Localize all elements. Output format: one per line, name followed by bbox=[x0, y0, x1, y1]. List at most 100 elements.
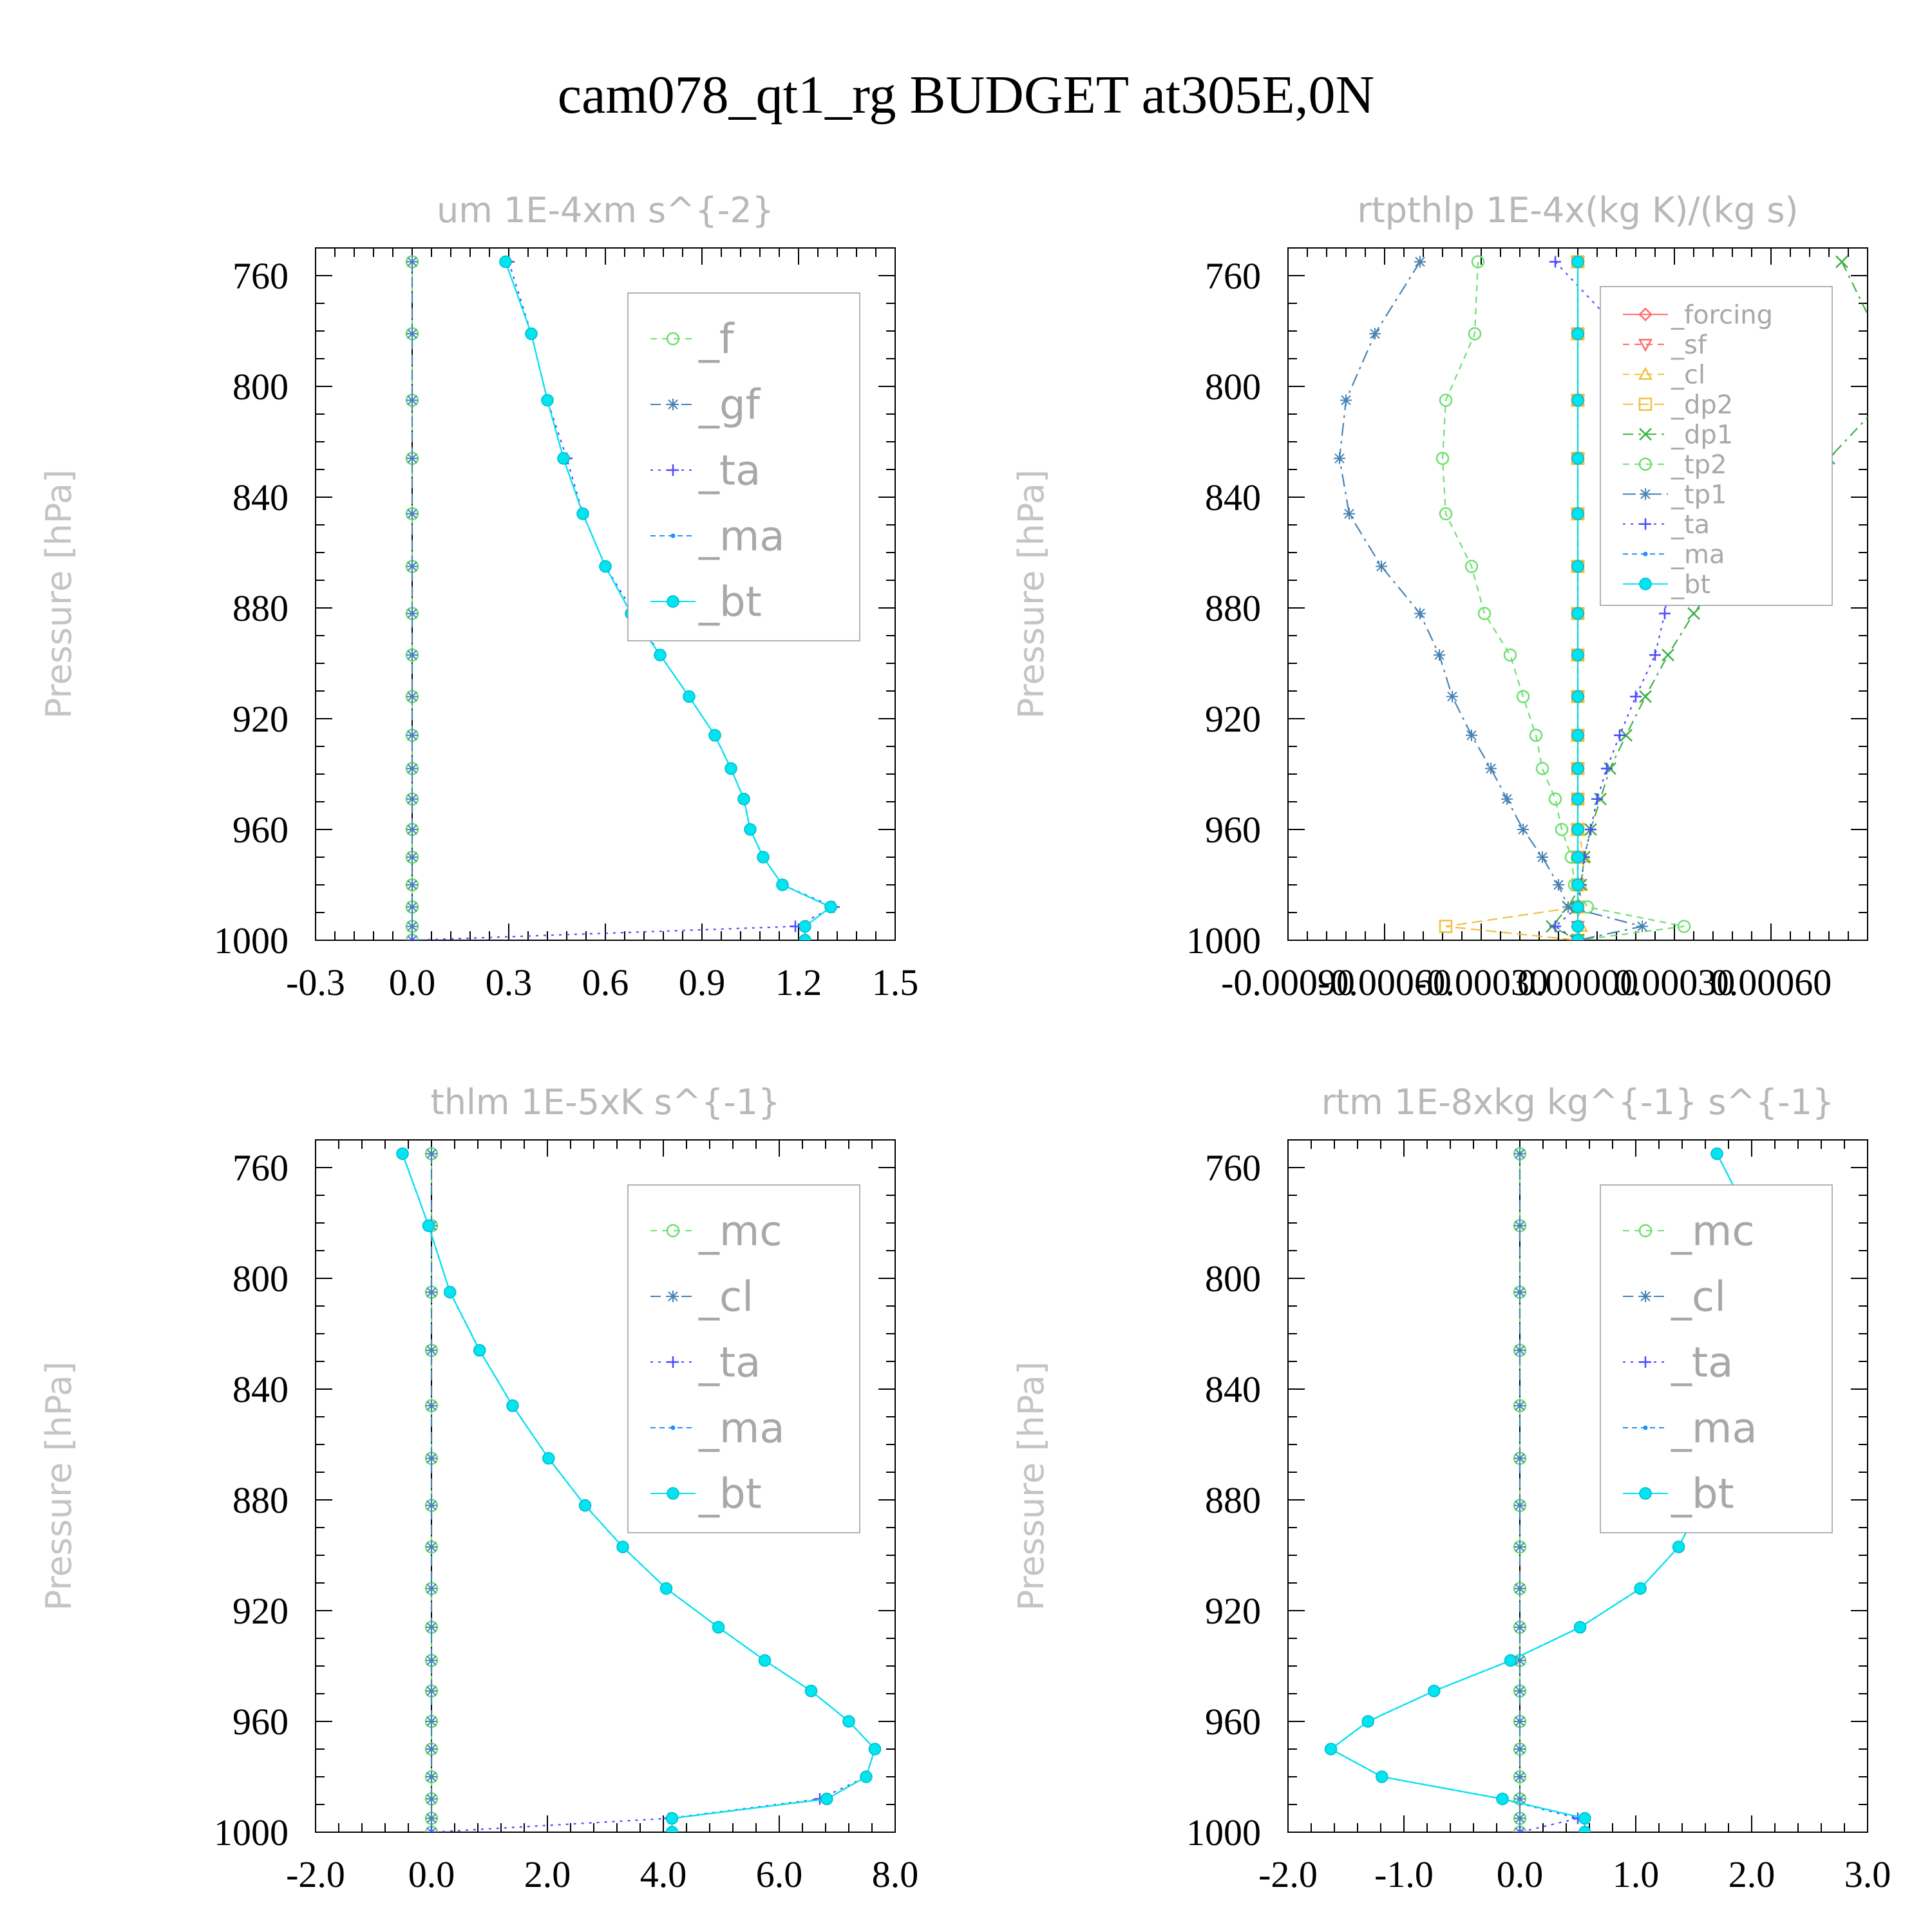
data-point bbox=[1571, 729, 1584, 742]
data-point bbox=[1649, 649, 1661, 661]
legend: _mc _cl _ta _ma _bt bbox=[627, 1184, 860, 1533]
data-point bbox=[406, 851, 418, 863]
x-tick-label: -2.0 bbox=[286, 1853, 345, 1895]
x-tick-label: 1.5 bbox=[872, 961, 919, 1003]
data-point bbox=[406, 607, 418, 620]
data-point bbox=[1549, 256, 1561, 268]
legend-label: _ta bbox=[698, 1339, 761, 1387]
data-point bbox=[426, 1685, 437, 1697]
data-point bbox=[1485, 762, 1497, 775]
legend-marker bbox=[1640, 1291, 1651, 1302]
data-point bbox=[1710, 1147, 1723, 1160]
data-point bbox=[1514, 1220, 1526, 1232]
data-point bbox=[1514, 1582, 1526, 1595]
legend-symbol bbox=[1623, 1425, 1668, 1430]
data-point bbox=[1464, 560, 1479, 573]
y-tick-label: 880 bbox=[1205, 587, 1261, 629]
legend-label: _bt bbox=[698, 1470, 762, 1518]
series-line bbox=[1551, 261, 1868, 940]
legend-symbol bbox=[1623, 397, 1668, 411]
x-tick-label: 0.00000 bbox=[1517, 961, 1639, 1003]
legend-label: _tp1 bbox=[1671, 480, 1727, 509]
data-point bbox=[541, 393, 554, 407]
data-point bbox=[842, 1715, 855, 1728]
data-point bbox=[1414, 607, 1426, 620]
legend-label: _mc bbox=[698, 1208, 782, 1255]
x-tick-label: 8.0 bbox=[872, 1853, 919, 1895]
panel-title: um 1E-4xm s^{-2} bbox=[437, 190, 774, 231]
legend-box bbox=[627, 292, 860, 641]
legend-label: _bt bbox=[1671, 570, 1710, 600]
data-point bbox=[860, 1770, 873, 1783]
y-tick-label: 1000 bbox=[1186, 1812, 1261, 1853]
legend-label: _dp2 bbox=[1671, 390, 1733, 420]
y-tick-label: 1000 bbox=[214, 1812, 289, 1853]
data-point bbox=[1516, 690, 1530, 703]
legend-symbol bbox=[1623, 339, 1668, 352]
data-point bbox=[426, 1582, 437, 1595]
data-point bbox=[1571, 900, 1584, 914]
data-point bbox=[1468, 327, 1482, 341]
legend-symbol bbox=[1623, 488, 1668, 500]
data-point bbox=[665, 1826, 679, 1832]
data-point bbox=[665, 1812, 679, 1825]
legend-marker bbox=[667, 1487, 679, 1500]
data-point bbox=[1376, 560, 1387, 573]
data-point bbox=[1514, 1452, 1526, 1464]
data-point bbox=[426, 1743, 437, 1755]
data-point bbox=[1571, 762, 1584, 775]
legend-marker bbox=[1638, 1224, 1653, 1238]
data-point bbox=[1553, 879, 1564, 891]
data-point bbox=[578, 1499, 592, 1512]
legend-symbol bbox=[1623, 518, 1668, 530]
legend-symbol bbox=[1623, 457, 1668, 471]
y-tick-label: 960 bbox=[232, 809, 289, 851]
data-point bbox=[426, 1399, 437, 1412]
data-point bbox=[1514, 1793, 1526, 1805]
data-point bbox=[1630, 690, 1642, 703]
legend-symbol bbox=[1623, 428, 1668, 441]
legend-marker bbox=[1643, 551, 1648, 556]
data-point bbox=[473, 1344, 486, 1357]
data-point bbox=[1514, 1685, 1526, 1697]
data-point bbox=[1361, 1715, 1374, 1728]
panels-group: um 1E-4xm s^{-2} Pressure [hPa] 760 800 840 8… bbox=[39, 190, 1891, 1895]
y-tick-label: 920 bbox=[232, 1590, 289, 1632]
legend-symbol bbox=[1623, 578, 1668, 591]
data-point bbox=[599, 560, 612, 573]
x-tick-label: 3.0 bbox=[1844, 1853, 1891, 1895]
series-gf bbox=[406, 256, 418, 940]
y-tick-label: 840 bbox=[232, 477, 289, 518]
data-point bbox=[1571, 792, 1584, 806]
panel-title: rtpthlp 1E-4x(kg K)/(kg s) bbox=[1357, 190, 1798, 231]
x-tick-label: 1.2 bbox=[775, 961, 822, 1003]
data-point bbox=[406, 560, 418, 573]
legend-symbol bbox=[1623, 1224, 1668, 1238]
figure-title: cam078_qt1_rg BUDGET at305E,0N bbox=[558, 65, 1374, 125]
y-axis-label: Pressure [hPa] bbox=[39, 469, 79, 719]
x-tick-label: -0.00090 bbox=[1221, 961, 1355, 1003]
legend-symbol bbox=[1623, 366, 1668, 380]
data-point bbox=[1439, 920, 1453, 933]
data-point bbox=[426, 1771, 437, 1783]
y-tick-label: 840 bbox=[1205, 1368, 1261, 1410]
data-point bbox=[1439, 507, 1453, 521]
data-point bbox=[406, 920, 418, 933]
data-point bbox=[1687, 607, 1700, 620]
legend-marker bbox=[666, 1224, 680, 1238]
x-tick-label: 0.0 bbox=[389, 961, 436, 1003]
legend-symbol bbox=[650, 1356, 696, 1368]
legend-label: _f bbox=[698, 316, 735, 363]
legend-marker bbox=[1640, 1356, 1651, 1368]
legend-box bbox=[1600, 1184, 1833, 1533]
data-point bbox=[757, 851, 770, 864]
data-point bbox=[506, 1399, 519, 1412]
x-tick-label: 0.6 bbox=[582, 961, 629, 1003]
legend-marker bbox=[1643, 1425, 1648, 1430]
data-point bbox=[1555, 822, 1569, 837]
y-tick-label: 1000 bbox=[1186, 920, 1261, 961]
data-point bbox=[426, 1826, 437, 1832]
y-tick-label: 840 bbox=[1205, 477, 1261, 518]
data-point bbox=[1514, 1771, 1526, 1783]
data-point bbox=[799, 934, 811, 940]
